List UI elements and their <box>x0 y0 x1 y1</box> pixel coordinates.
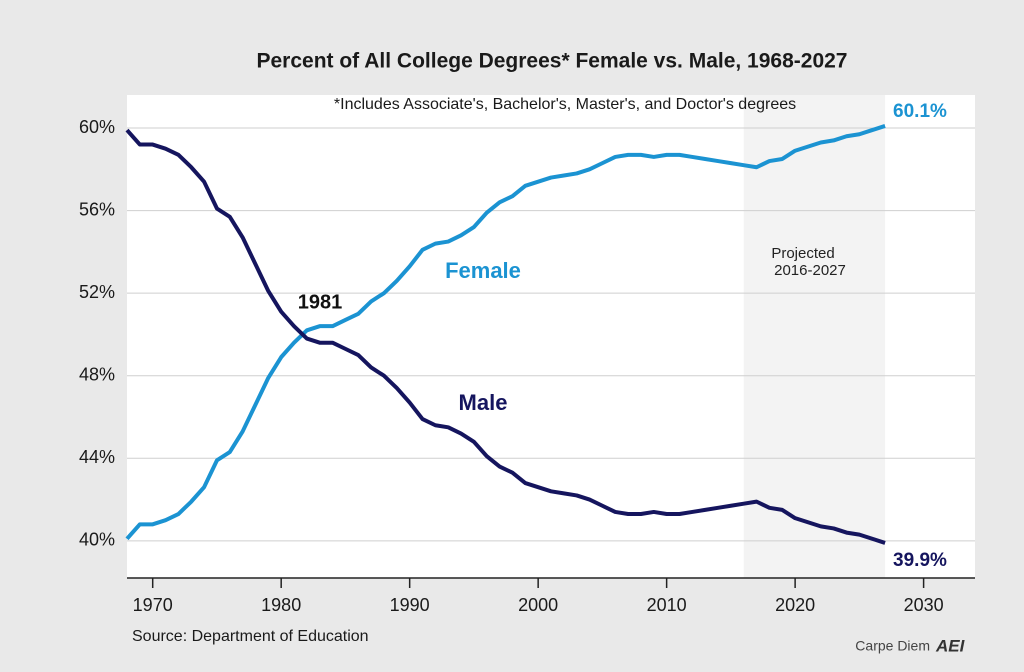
y-tick-label: 40% <box>79 530 115 550</box>
x-tick-label: 1990 <box>390 595 430 615</box>
y-tick-label: 48% <box>79 364 115 384</box>
chart-title: Percent of All College Degrees* Female v… <box>256 50 847 73</box>
source: Source: Department of Education <box>132 628 369 645</box>
y-tick-label: 56% <box>79 199 115 219</box>
credit: Carpe Diem <box>855 638 930 654</box>
annotation: Female <box>445 258 521 283</box>
x-tick-label: 1980 <box>261 595 301 615</box>
x-tick-label: 1970 <box>133 595 173 615</box>
series-line <box>125 128 886 545</box>
footnote: *Includes Associate's, Bachelor's, Maste… <box>334 96 796 113</box>
x-tick-label: 2010 <box>647 595 687 615</box>
value-label: 39.9% <box>893 550 947 571</box>
y-tick-label: 60% <box>79 117 115 137</box>
projection-shade <box>743 95 886 578</box>
y-tick-label: 52% <box>79 282 115 302</box>
annotation: Projected <box>771 245 834 262</box>
annotation: 1981 <box>298 291 343 313</box>
x-tick-label: 2030 <box>904 595 944 615</box>
x-tick-label: 2000 <box>518 595 558 615</box>
logo: AEI <box>935 636 966 655</box>
annotation: 2016-2027 <box>774 262 846 279</box>
x-tick-label: 2020 <box>775 595 815 615</box>
series-line <box>125 124 886 541</box>
value-label: 60.1% <box>893 101 947 122</box>
y-tick-label: 44% <box>79 447 115 467</box>
annotation: Male <box>459 390 508 415</box>
